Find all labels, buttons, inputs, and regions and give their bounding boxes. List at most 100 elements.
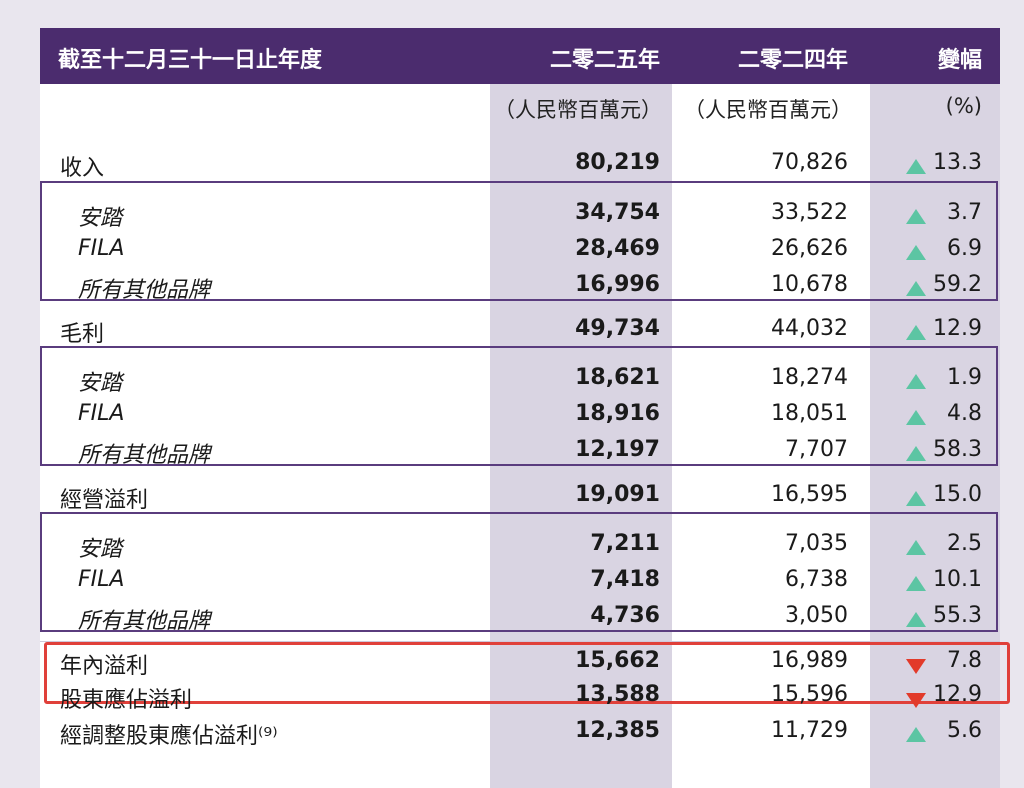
unit-2025: （人民幣百萬元） xyxy=(494,98,662,122)
value-2025: 80,219 xyxy=(575,150,660,175)
value-2025: 34,754 xyxy=(575,200,660,225)
row-label: 所有其他品牌 xyxy=(78,278,211,303)
change-percent: 58.3 xyxy=(933,437,982,462)
row-label: FILA xyxy=(78,236,125,261)
change-percent: 55.3 xyxy=(933,603,982,628)
table-row: 年內溢利 15,662 16,989 7.8 xyxy=(40,644,1000,680)
triangle-up-icon xyxy=(906,491,926,506)
value-2024: 26,626 xyxy=(771,236,848,261)
change-percent: 10.1 xyxy=(933,567,982,592)
triangle-down-icon xyxy=(906,693,926,708)
value-2024: 18,274 xyxy=(771,365,848,390)
triangle-up-icon xyxy=(906,540,926,555)
row-label: 年內溢利 xyxy=(60,654,149,679)
value-2025: 12,197 xyxy=(575,437,660,462)
table-row: 經營溢利 19,091 16,595 15.0 xyxy=(40,478,1000,514)
row-label: 所有其他品牌 xyxy=(78,443,211,468)
change-percent: 1.9 xyxy=(947,365,982,390)
separator-line xyxy=(40,641,1000,642)
header-2024: 二零二四年 xyxy=(737,48,848,73)
header-title: 截至十二月三十一日止年度 xyxy=(58,48,323,73)
change-percent: 12.9 xyxy=(933,682,982,707)
operating-profit-brand-box xyxy=(40,512,998,632)
row-label: 收入 xyxy=(60,156,105,181)
change-percent: 6.9 xyxy=(947,236,982,261)
value-2025: 16,996 xyxy=(575,272,660,297)
triangle-up-icon xyxy=(906,374,926,389)
value-2025: 28,469 xyxy=(575,236,660,261)
triangle-up-icon xyxy=(906,209,926,224)
value-2025: 4,736 xyxy=(590,603,660,628)
table-row: FILA 7,418 6,738 10.1 xyxy=(40,563,1000,599)
row-label: 安踏 xyxy=(78,371,123,396)
row-label: 所有其他品牌 xyxy=(78,609,211,634)
change-percent: 13.3 xyxy=(933,150,982,175)
change-percent: 7.8 xyxy=(947,648,982,673)
triangle-up-icon xyxy=(906,446,926,461)
table-row: 所有其他品牌 4,736 3,050 55.3 xyxy=(40,599,1000,635)
value-2024: 70,826 xyxy=(771,150,848,175)
revenue-brand-box xyxy=(40,181,998,301)
triangle-up-icon xyxy=(906,281,926,296)
table-row: 安踏 7,211 7,035 2.5 xyxy=(40,527,1000,563)
value-2024: 3,050 xyxy=(785,603,848,628)
row-label: 股東應佔溢利 xyxy=(60,688,193,713)
unit-2024: （人民幣百萬元） xyxy=(684,98,852,122)
value-2024: 10,678 xyxy=(771,272,848,297)
triangle-up-icon xyxy=(906,245,926,260)
row-label: FILA xyxy=(78,401,125,426)
value-2024: 6,738 xyxy=(785,567,848,592)
value-2025: 18,621 xyxy=(575,365,660,390)
value-2024: 7,035 xyxy=(785,531,848,556)
unit-change: (%) xyxy=(945,94,982,118)
header-2025: 二零二五年 xyxy=(549,48,660,73)
value-2025: 12,385 xyxy=(575,718,660,743)
financial-summary-table: 截至十二月三十一日止年度 二零二五年 二零二四年 變幅 （人民幣百萬元） （人民… xyxy=(40,28,1010,788)
highlight-box xyxy=(44,642,1010,704)
row-label: 安踏 xyxy=(78,206,123,231)
change-percent: 5.6 xyxy=(947,718,982,743)
value-2024: 7,707 xyxy=(785,437,848,462)
table-row: 所有其他品牌 16,996 10,678 59.2 xyxy=(40,268,1000,304)
header-change: 變幅 xyxy=(937,48,982,73)
triangle-up-icon xyxy=(906,612,926,627)
change-percent: 3.7 xyxy=(947,200,982,225)
table-row: 經調整股東應佔溢利⁽⁹⁾ 12,385 11,729 5.6 xyxy=(40,714,1000,750)
column-2025-shading xyxy=(490,84,672,788)
table-header: 截至十二月三十一日止年度 二零二五年 二零二四年 變幅 xyxy=(40,28,1000,84)
table-row: FILA 28,469 26,626 6.9 xyxy=(40,232,1000,268)
row-label: 經調整股東應佔溢利⁽⁹⁾ xyxy=(60,724,278,749)
change-percent: 15.0 xyxy=(933,482,982,507)
value-2024: 44,032 xyxy=(771,316,848,341)
row-label: 安踏 xyxy=(78,537,123,562)
value-2025: 49,734 xyxy=(575,316,660,341)
value-2024: 15,596 xyxy=(771,682,848,707)
triangle-down-icon xyxy=(906,659,926,674)
change-percent: 4.8 xyxy=(947,401,982,426)
value-2024: 16,595 xyxy=(771,482,848,507)
table-row: 所有其他品牌 12,197 7,707 58.3 xyxy=(40,433,1000,469)
value-2025: 7,211 xyxy=(590,531,660,556)
change-percent: 2.5 xyxy=(947,531,982,556)
triangle-up-icon xyxy=(906,410,926,425)
triangle-up-icon xyxy=(906,727,926,742)
table-row: FILA 18,916 18,051 4.8 xyxy=(40,397,1000,433)
row-label: 毛利 xyxy=(60,322,105,347)
value-2025: 18,916 xyxy=(575,401,660,426)
change-percent: 59.2 xyxy=(933,272,982,297)
row-label: 經營溢利 xyxy=(60,488,149,513)
value-2025: 7,418 xyxy=(590,567,660,592)
row-label: FILA xyxy=(78,567,125,592)
triangle-up-icon xyxy=(906,159,926,174)
change-percent: 12.9 xyxy=(933,316,982,341)
triangle-up-icon xyxy=(906,325,926,340)
table-row: 安踏 34,754 33,522 3.7 xyxy=(40,196,1000,232)
table-row: 收入 80,219 70,826 13.3 xyxy=(40,146,1000,182)
table-row: 毛利 49,734 44,032 12.9 xyxy=(40,312,1000,348)
value-2024: 18,051 xyxy=(771,401,848,426)
gross-profit-brand-box xyxy=(40,346,998,466)
column-change-shading xyxy=(870,84,1000,788)
value-2025: 19,091 xyxy=(575,482,660,507)
table-row: 安踏 18,621 18,274 1.9 xyxy=(40,361,1000,397)
value-2024: 16,989 xyxy=(771,648,848,673)
